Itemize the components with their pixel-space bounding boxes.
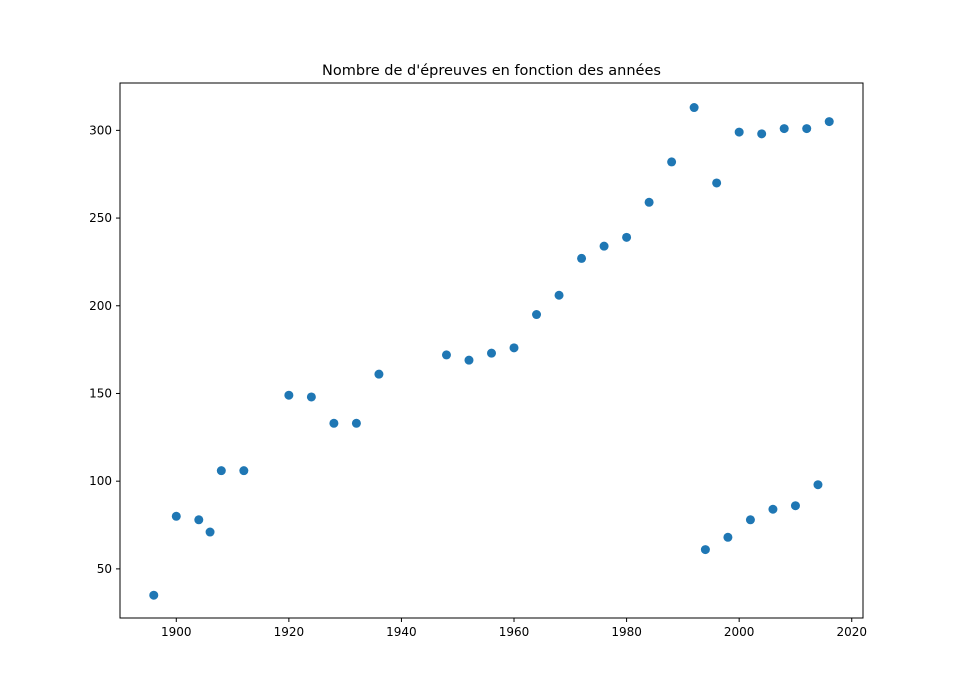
data-point: [205, 527, 215, 537]
data-point: [700, 545, 710, 555]
data-point: [779, 124, 789, 134]
x-tick-label: 1980: [611, 625, 642, 639]
data-point: [813, 480, 823, 490]
data-point: [351, 418, 361, 428]
chart-title: Nombre de d'épreuves en fonction des ann…: [322, 63, 661, 79]
data-point: [599, 241, 609, 251]
data-point: [149, 590, 159, 600]
data-point: [768, 504, 778, 514]
data-point: [284, 390, 294, 400]
data-point: [554, 290, 564, 300]
data-point: [509, 343, 519, 353]
data-point: [374, 369, 384, 379]
data-point: [689, 103, 699, 113]
data-point: [171, 511, 181, 521]
data-point: [532, 310, 542, 320]
data-point: [667, 157, 677, 167]
data-point: [464, 355, 474, 365]
data-point: [216, 466, 226, 476]
ticks-layer: 1900 1920 1940 1960 1980 2000 2020 50 100 150 200 2…: [89, 123, 867, 639]
data-point: [644, 197, 654, 207]
y-tick-label: 200: [89, 299, 112, 313]
y-tick-label: 50: [97, 562, 112, 576]
data-point: [757, 129, 767, 139]
y-tick-label: 150: [89, 386, 112, 400]
data-point: [723, 532, 733, 542]
data-point: [577, 253, 587, 263]
plot-frame: [119, 82, 864, 619]
data-point: [487, 348, 496, 358]
data-point: [745, 515, 755, 525]
data-point: [790, 501, 800, 511]
x-tick-label: 2020: [836, 625, 867, 639]
data-point: [734, 127, 744, 137]
x-tick-label: 1960: [499, 625, 530, 639]
x-tick-label: 1900: [161, 625, 192, 639]
data-point: [306, 392, 316, 402]
data-point: [194, 515, 204, 525]
data-point: [329, 418, 339, 428]
x-tick-label: 1940: [386, 625, 417, 639]
y-tick-label: 300: [89, 123, 112, 137]
x-tick-label: 1920: [274, 625, 305, 639]
data-point: [802, 124, 812, 134]
data-point: [824, 117, 834, 127]
points-layer: [149, 103, 834, 600]
x-tick-label: 2000: [724, 625, 755, 639]
y-tick-label: 100: [89, 474, 112, 488]
data-point: [441, 350, 451, 360]
data-point: [712, 178, 722, 188]
data-point: [622, 232, 632, 242]
data-point: [239, 466, 249, 476]
y-tick-label: 250: [89, 211, 112, 225]
